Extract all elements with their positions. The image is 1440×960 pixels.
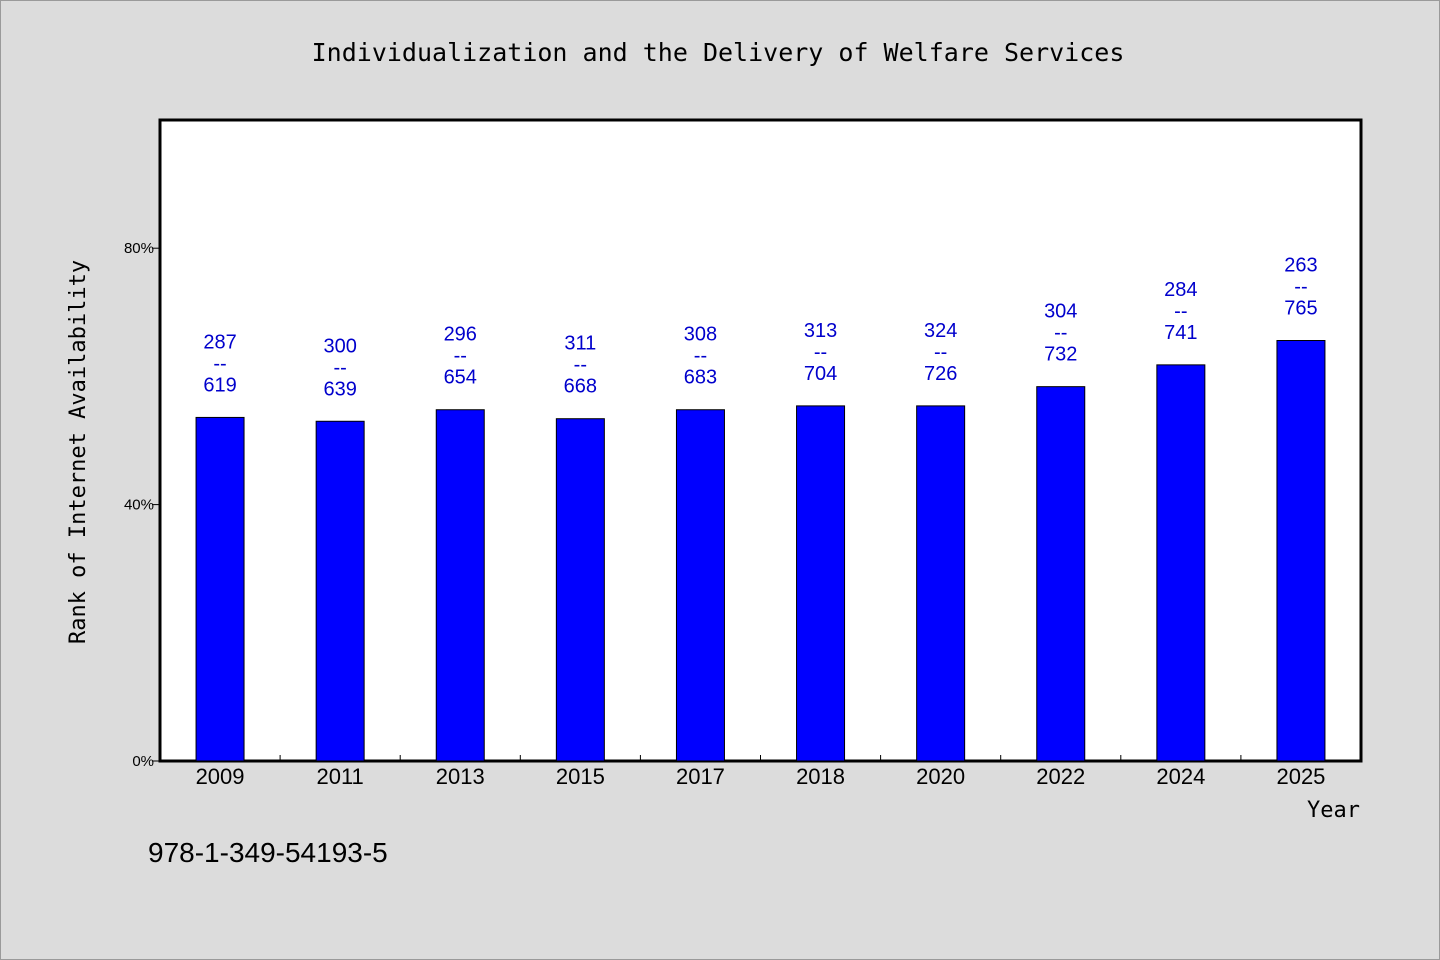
chart-title: Individualization and the Delivery of We… — [312, 38, 1125, 67]
data-label: 619 — [203, 374, 236, 396]
data-label: -- — [333, 357, 346, 379]
data-label: 304 — [1044, 301, 1077, 323]
y-tick-label: 40% — [124, 497, 154, 514]
data-label: 765 — [1284, 298, 1317, 320]
data-label: -- — [934, 341, 947, 363]
isbn-label: 978-1-349-54193-5 — [148, 837, 388, 868]
x-tick-label: 2025 — [1276, 764, 1325, 789]
bar — [315, 420, 365, 762]
data-label: -- — [814, 341, 827, 363]
data-label: 654 — [444, 367, 477, 389]
data-label: 287 — [203, 331, 236, 353]
data-label: 313 — [804, 320, 837, 342]
x-tick-label: 2015 — [556, 764, 605, 789]
data-label: 683 — [684, 367, 717, 389]
x-axis-ticks: 2009 2011 2013 2015 2017 2018 2020 2022 2024 2025 — [196, 755, 1325, 789]
y-axis-ticks: 0% 40% 80% — [124, 240, 160, 770]
bars — [195, 340, 1326, 762]
data-label: 300 — [323, 335, 356, 357]
bar — [1276, 340, 1326, 762]
data-label: 741 — [1164, 322, 1197, 344]
data-label: 732 — [1044, 344, 1077, 366]
x-tick-label: 2022 — [1036, 764, 1085, 789]
data-label: 311 — [564, 333, 596, 355]
bar — [195, 416, 245, 762]
data-label: 639 — [323, 378, 356, 400]
x-tick-label: 2024 — [1156, 764, 1205, 789]
data-label: -- — [213, 353, 226, 375]
data-label: -- — [454, 345, 467, 367]
data-label: 704 — [804, 363, 837, 385]
data-label: -- — [694, 345, 707, 367]
x-tick-label: 2011 — [316, 764, 363, 789]
x-tick-label: 2013 — [436, 764, 485, 789]
y-tick-label: 0% — [132, 753, 154, 770]
data-label: -- — [1294, 276, 1307, 298]
data-label: 324 — [924, 320, 957, 342]
data-label: 308 — [684, 324, 717, 346]
data-label: 296 — [444, 324, 477, 346]
bar — [435, 409, 485, 762]
data-label: -- — [1174, 300, 1187, 322]
data-label: 284 — [1164, 279, 1197, 301]
bar — [916, 405, 966, 762]
x-tick-label: 2018 — [796, 764, 845, 789]
x-tick-label: 2009 — [196, 764, 245, 789]
bar — [1036, 386, 1086, 762]
data-label: 263 — [1284, 255, 1317, 277]
x-axis-label: Year — [1307, 798, 1360, 823]
data-label: -- — [574, 354, 587, 376]
y-tick-label: 80% — [124, 240, 154, 257]
y-axis-label: Rank of Internet Availability — [66, 260, 91, 644]
bar — [1156, 364, 1206, 762]
bar — [796, 405, 846, 762]
data-label: -- — [1054, 322, 1067, 344]
data-label: 668 — [564, 376, 597, 398]
x-tick-label: 2017 — [676, 764, 725, 789]
bar — [675, 409, 725, 762]
data-labels: 287--619300--639296--654311--668308--683… — [203, 255, 1317, 401]
x-tick-label: 2020 — [916, 764, 965, 789]
data-label: 726 — [924, 363, 957, 385]
bar — [555, 418, 605, 762]
